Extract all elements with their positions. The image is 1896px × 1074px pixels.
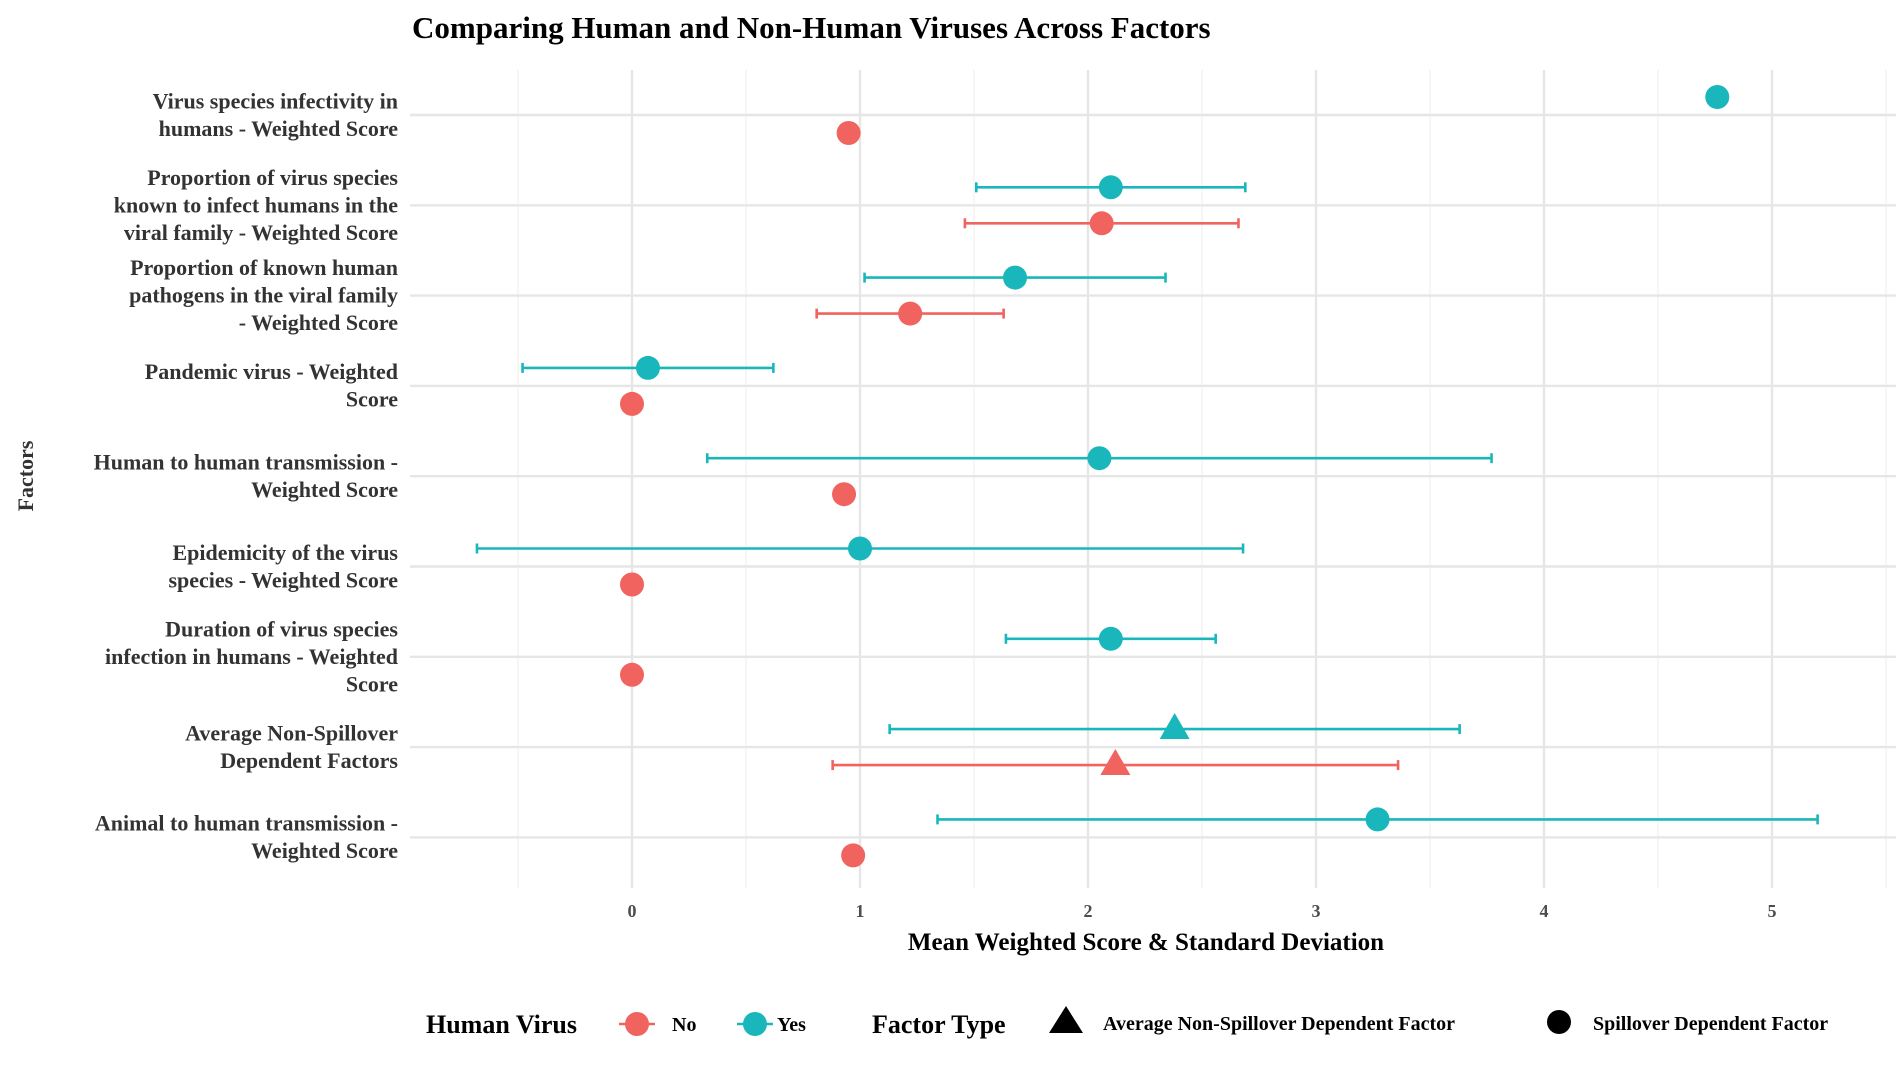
- legend-shape-items: Average Non-Spillover Dependent Factor Sp…: [1049, 1006, 1828, 1035]
- y-tick-label: Epidemicity of the virus species - Weight…: [168, 540, 398, 593]
- x-axis-title: Mean Weighted Score & Standard Deviation: [908, 929, 1384, 956]
- y-tick-label: Duration of virus species infection in hu…: [105, 616, 398, 696]
- x-tick-label: 5: [1768, 901, 1777, 921]
- x-tick-label: 3: [1312, 901, 1321, 921]
- y-tick-label: Proportion of virus species known to infe…: [114, 165, 399, 245]
- legend-label: Spillover Dependent Factor: [1593, 1013, 1828, 1035]
- legend: Human Virus No Yes Factor Type Average No…: [426, 1006, 1828, 1039]
- y-tick-labels: Virus species infectivity in humans - Wei…: [94, 88, 399, 863]
- data-point-triangle: [1159, 712, 1190, 739]
- x-tick-label: 0: [628, 901, 637, 921]
- data-point-circle: [635, 355, 660, 380]
- y-tick-label: Pandemic virus - Weighted Score: [145, 359, 398, 412]
- legend-shape-title: Factor Type: [872, 1010, 1006, 1039]
- data-point-circle: [832, 482, 857, 507]
- data-point-circle: [841, 843, 866, 868]
- y-tick-label: Proportion of known human pathogens in th…: [129, 255, 398, 335]
- x-tick-label: 2: [1084, 901, 1093, 921]
- grid: [410, 70, 1896, 888]
- legend-label: Yes: [777, 1014, 806, 1036]
- error-bars: [475, 182, 1819, 825]
- y-tick-label: Animal to human transmission -Weighted S…: [95, 811, 398, 864]
- legend-key-circle: [1547, 1010, 1571, 1034]
- data-point-circle: [1705, 85, 1730, 109]
- x-tick-labels: 0 1 2 3 4 5: [628, 901, 1777, 921]
- legend-color-items: No Yes: [619, 1012, 806, 1036]
- data-point-circle: [1098, 626, 1123, 651]
- x-tick-label: 1: [856, 901, 865, 921]
- legend-color-title: Human Virus: [426, 1010, 577, 1039]
- legend-key-triangle: [1049, 1006, 1083, 1033]
- y-tick-label: Virus species infectivity in humans - Wei…: [153, 88, 399, 141]
- y-axis-title: Factors: [13, 440, 38, 511]
- y-tick-label: Human to human transmission -Weighted Sc…: [94, 449, 399, 502]
- data-point-circle: [848, 536, 872, 561]
- data-point-circle: [898, 301, 923, 326]
- y-tick-label: Average Non-Spillover Dependent Factors: [185, 720, 398, 773]
- chart-title: Comparing Human and Non-Human Viruses Ac…: [412, 10, 1211, 45]
- data-point-circle: [1003, 265, 1028, 290]
- legend-key-point: [625, 1012, 649, 1036]
- legend-label: No: [672, 1014, 696, 1036]
- data-point-circle: [1365, 807, 1390, 832]
- data-point-triangle: [1100, 748, 1131, 775]
- data-point-circle: [620, 662, 644, 687]
- data-points: [620, 85, 1730, 868]
- data-point-circle: [836, 121, 861, 145]
- x-tick-label: 4: [1540, 901, 1549, 921]
- data-point-circle: [1098, 175, 1123, 200]
- data-point-circle: [620, 572, 644, 597]
- data-point-circle: [1089, 211, 1114, 236]
- data-point-circle: [620, 391, 644, 416]
- data-point-circle: [1087, 446, 1112, 471]
- legend-key-point: [743, 1012, 767, 1036]
- legend-label: Average Non-Spillover Dependent Factor: [1103, 1013, 1455, 1035]
